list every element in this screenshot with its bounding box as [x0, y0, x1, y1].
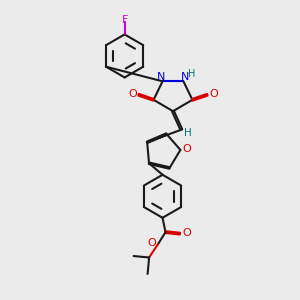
- Text: O: O: [183, 144, 191, 154]
- Text: O: O: [147, 238, 156, 248]
- Text: F: F: [122, 14, 128, 25]
- Text: N: N: [181, 72, 189, 82]
- Text: H: H: [188, 69, 195, 79]
- Text: N: N: [157, 72, 165, 82]
- Text: O: O: [128, 89, 137, 99]
- Text: O: O: [209, 89, 218, 99]
- Text: H: H: [184, 128, 192, 138]
- Text: O: O: [182, 228, 191, 238]
